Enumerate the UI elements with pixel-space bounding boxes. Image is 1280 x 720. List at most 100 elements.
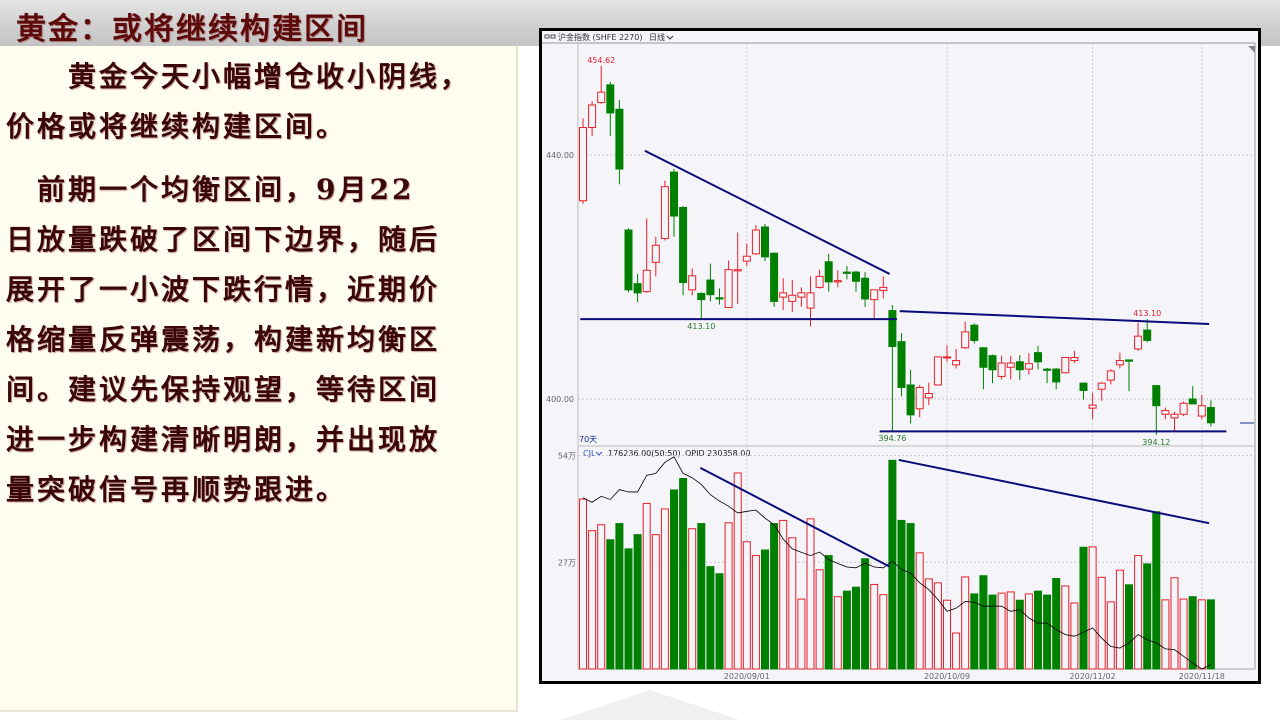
candle-down [988, 354, 997, 384]
candle-body [1079, 382, 1088, 391]
volume-bar [924, 578, 933, 670]
candle-down [615, 100, 624, 185]
price-annotation: 454.62 [587, 56, 615, 65]
candle-body [1197, 405, 1206, 417]
candle-up [952, 348, 961, 369]
volume-bar [751, 555, 760, 670]
candle-down [1206, 400, 1215, 427]
candle-up [1061, 356, 1070, 374]
slide-title: 黄金：或将继续构建区间 [16, 12, 368, 47]
candle-body [1034, 352, 1042, 363]
candle-body [1070, 357, 1079, 362]
candle-down [1143, 319, 1152, 343]
chain-icon [544, 34, 556, 39]
volume-bar [724, 522, 733, 670]
candle-body [742, 255, 751, 262]
volume-bar [615, 523, 624, 670]
volume-bar [833, 596, 842, 670]
chevron-down-icon[interactable] [666, 35, 674, 40]
candle-down [633, 273, 642, 303]
candle-up [597, 65, 606, 104]
candle-body [961, 331, 970, 349]
volume-bar [888, 459, 897, 670]
candle-body [633, 283, 642, 294]
text-line: 进一步构建清晰明朗，并出现放 [6, 423, 441, 456]
candle-up [879, 276, 888, 299]
candle-down [1125, 359, 1133, 392]
candle-body [624, 229, 633, 291]
price-trendline [899, 310, 1210, 325]
candle-body [797, 292, 806, 298]
volume-trendline [898, 458, 1210, 525]
candle-up [688, 268, 697, 296]
candle-body [1061, 357, 1070, 374]
symbol-label[interactable]: 沪金指数 (SHFE 2270) [558, 32, 642, 42]
corner-handle-icon[interactable] [1248, 46, 1255, 53]
candle-down [1043, 367, 1052, 384]
candle-down [706, 263, 715, 302]
volume-bar [715, 573, 724, 670]
candle-up [1170, 411, 1179, 431]
volume-bar [1006, 591, 1015, 670]
candle-down [979, 347, 988, 390]
candle-body [824, 261, 833, 283]
candle-down [1052, 367, 1061, 390]
text-line: 黄金今天小幅增仓收小阴线， [6, 60, 472, 93]
candle-up [915, 384, 924, 418]
period-selector[interactable]: 日线 [649, 32, 665, 42]
volume-bar [897, 519, 906, 670]
volume-bar [1034, 590, 1042, 670]
candle-down [888, 305, 897, 431]
candle-body [579, 127, 587, 202]
x-date-label: 2020/11/02 [1070, 672, 1116, 681]
paragraph-2: 前期一个均衡区间，9月22 日放量跌破了区间下边界，随后 展开了一小波下跌行情，近期… [6, 165, 440, 515]
candle-up [833, 270, 842, 288]
candle-down [1079, 382, 1088, 400]
volume-bar [1161, 599, 1170, 670]
volume-bar [1134, 555, 1143, 670]
candle-body [879, 286, 888, 291]
volume-bar [970, 593, 979, 670]
x-date-label: 2020/09/01 [724, 672, 770, 681]
volume-tick-label: 54万 [558, 452, 576, 461]
candle-body [970, 324, 979, 341]
candle-down [842, 266, 851, 280]
candle-body [779, 292, 788, 298]
volume-bar [961, 576, 970, 670]
candle-up [1088, 392, 1097, 420]
text-line: 格缩量反弹震荡，构建新均衡区 [6, 323, 441, 356]
candle-down [624, 228, 633, 293]
candle-up [660, 180, 669, 241]
candle-body [1152, 385, 1161, 407]
volume-bar [651, 534, 660, 670]
analysis-text-box: 黄金今天小幅增仓收小阴线， 价格或将继续构建区间。 前期一个均衡区间，9月22 日放… [0, 46, 518, 712]
candle-body [670, 171, 678, 217]
volume-bar [933, 582, 942, 670]
chevron-down-icon[interactable] [595, 451, 603, 456]
candle-down [670, 169, 678, 237]
candle-up [642, 218, 651, 293]
candle-down [1034, 345, 1042, 370]
volume-bar [1106, 601, 1115, 670]
candle-up [806, 276, 815, 327]
volume-bar [1197, 599, 1206, 670]
candle-body [915, 386, 924, 410]
indicator-selector[interactable]: CJL [583, 449, 596, 458]
volume-bar [1152, 511, 1161, 670]
text-line: 前期一个均衡区间，9月22 [6, 173, 415, 206]
volume-bar [1188, 596, 1197, 670]
volume-bar [1024, 593, 1033, 670]
candle-body [906, 384, 915, 416]
volume-bar [788, 537, 797, 670]
volume-bar [606, 539, 615, 670]
volume-bar [997, 592, 1006, 670]
candle-up [1070, 350, 1079, 364]
volume-bar [1143, 563, 1152, 670]
volume-bar [852, 586, 860, 670]
candle-body [651, 244, 660, 263]
candle-up [943, 345, 951, 362]
candle-body [1015, 361, 1024, 371]
candle-body [988, 355, 997, 371]
candle-body [861, 277, 870, 300]
candle-down [715, 288, 724, 305]
